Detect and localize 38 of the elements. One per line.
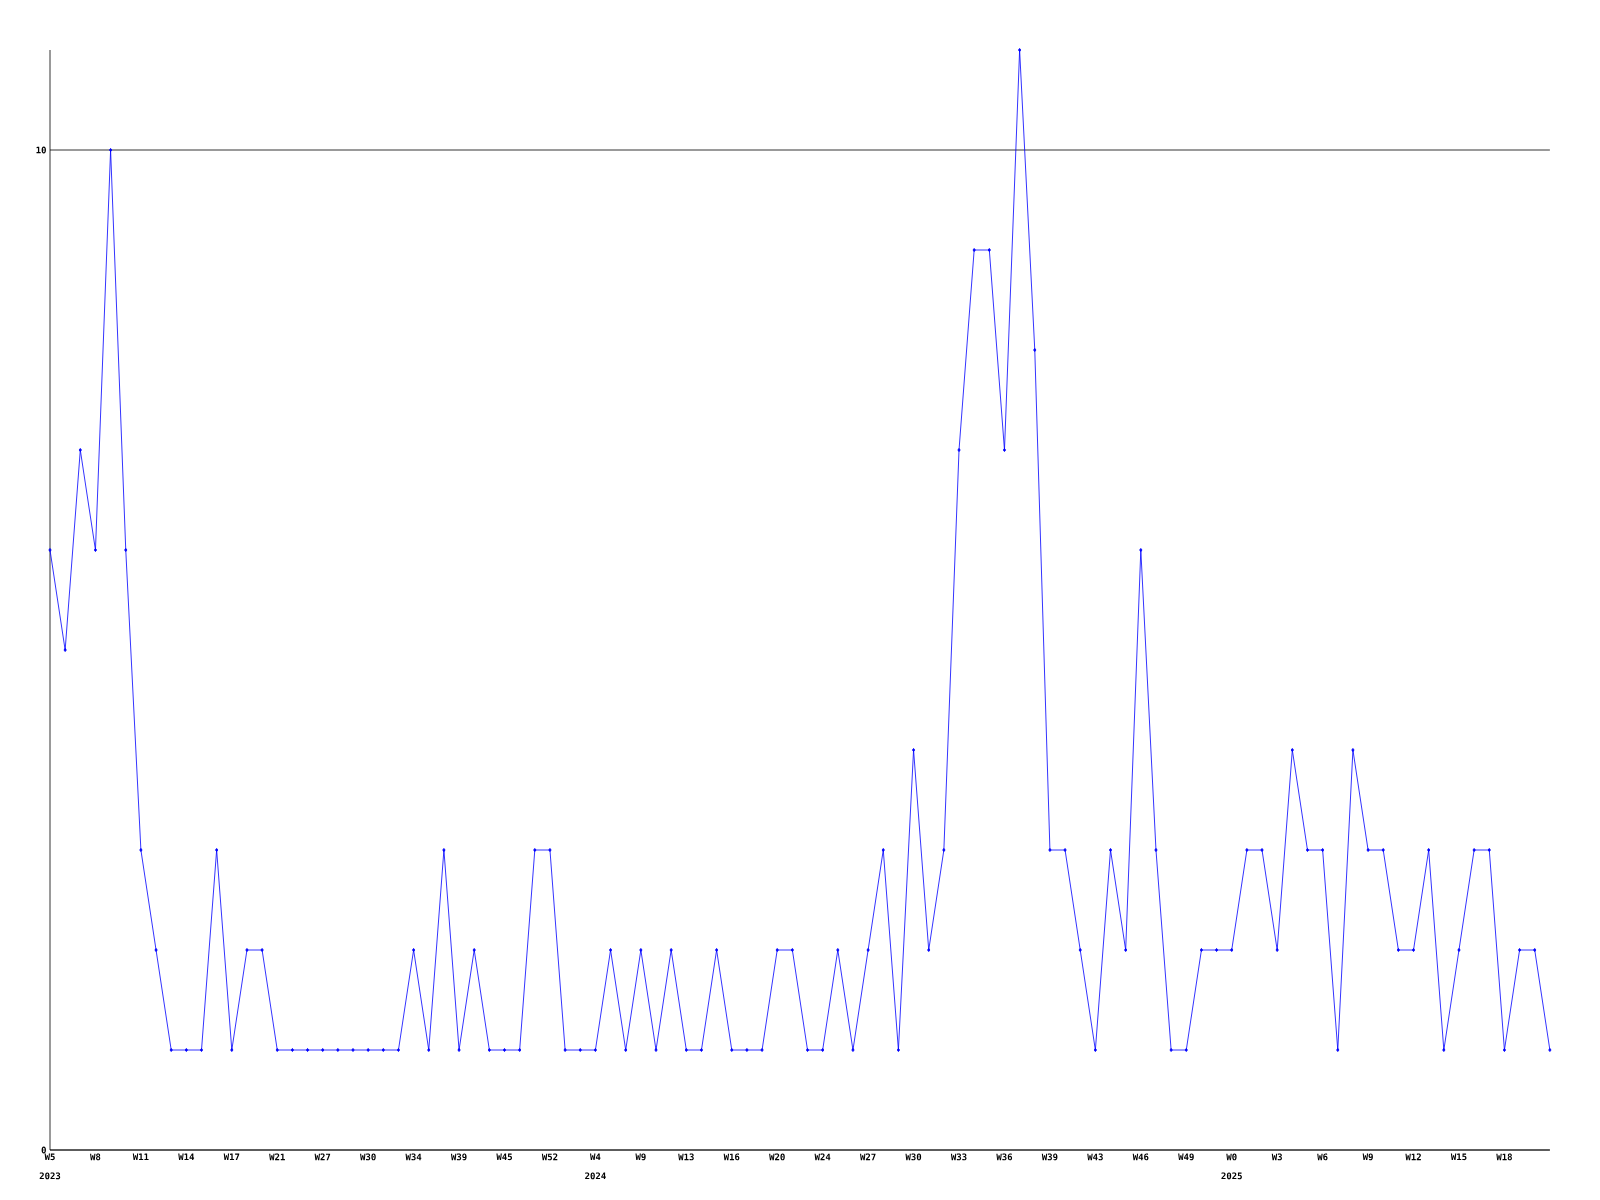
x-tick-label: W49 <box>1178 1153 1194 1161</box>
x-tick-label: W39 <box>450 1153 467 1161</box>
x-tick-label: W17 <box>223 1153 240 1161</box>
x-tick-label: W46 <box>1132 1153 1149 1161</box>
x-tick-label: W15 <box>1450 1153 1467 1161</box>
x-tick-label: W30 <box>360 1153 376 1161</box>
x-tick-label: W33 <box>950 1153 967 1161</box>
x-tick-label: W27 <box>314 1153 331 1161</box>
x-tick-label: W21 <box>269 1153 285 1161</box>
x-tick-label: W12 <box>1405 1153 1421 1161</box>
x-tick-label: W52 <box>541 1153 558 1161</box>
x-tick-label: W11 <box>132 1153 149 1161</box>
text: 2023 <box>39 1172 61 1180</box>
x-tick-label: W39 <box>1041 1153 1058 1161</box>
x-tick-label: W5 <box>44 1153 55 1161</box>
x-tick-label: W45 <box>496 1153 512 1161</box>
x-tick-label: W6 <box>1317 1153 1328 1161</box>
x-tick-label: W13 <box>678 1153 694 1161</box>
y-tick-label: 0 <box>41 1146 46 1154</box>
y-tick-label: 10 <box>36 146 46 154</box>
x-tick-label: W14 <box>178 1153 195 1161</box>
x-tick-label: W4 <box>590 1153 601 1161</box>
x-tick-label: W34 <box>405 1153 422 1161</box>
x-tick-label: W36 <box>996 1153 1013 1161</box>
x-tick-label: W0 <box>1226 1153 1237 1161</box>
text: 2025 <box>1221 1172 1242 1180</box>
x-tick-label: W24 <box>814 1153 831 1161</box>
x-tick-label: W8 <box>90 1153 101 1161</box>
x-tick-label: W16 <box>723 1153 740 1161</box>
x-tick-label: W30 <box>905 1153 922 1161</box>
text: 2024 <box>585 1172 606 1180</box>
x-tick-label: W18 <box>1496 1153 1512 1161</box>
x-tick-label: W43 <box>1087 1153 1103 1161</box>
x-tick-label: W9 <box>635 1153 646 1161</box>
x-tick-label: W3 <box>1271 1153 1282 1161</box>
x-tick-label: W9 <box>1362 1153 1373 1161</box>
x-tick-label: W20 <box>769 1153 785 1161</box>
x-tick-label: W27 <box>860 1153 876 1161</box>
